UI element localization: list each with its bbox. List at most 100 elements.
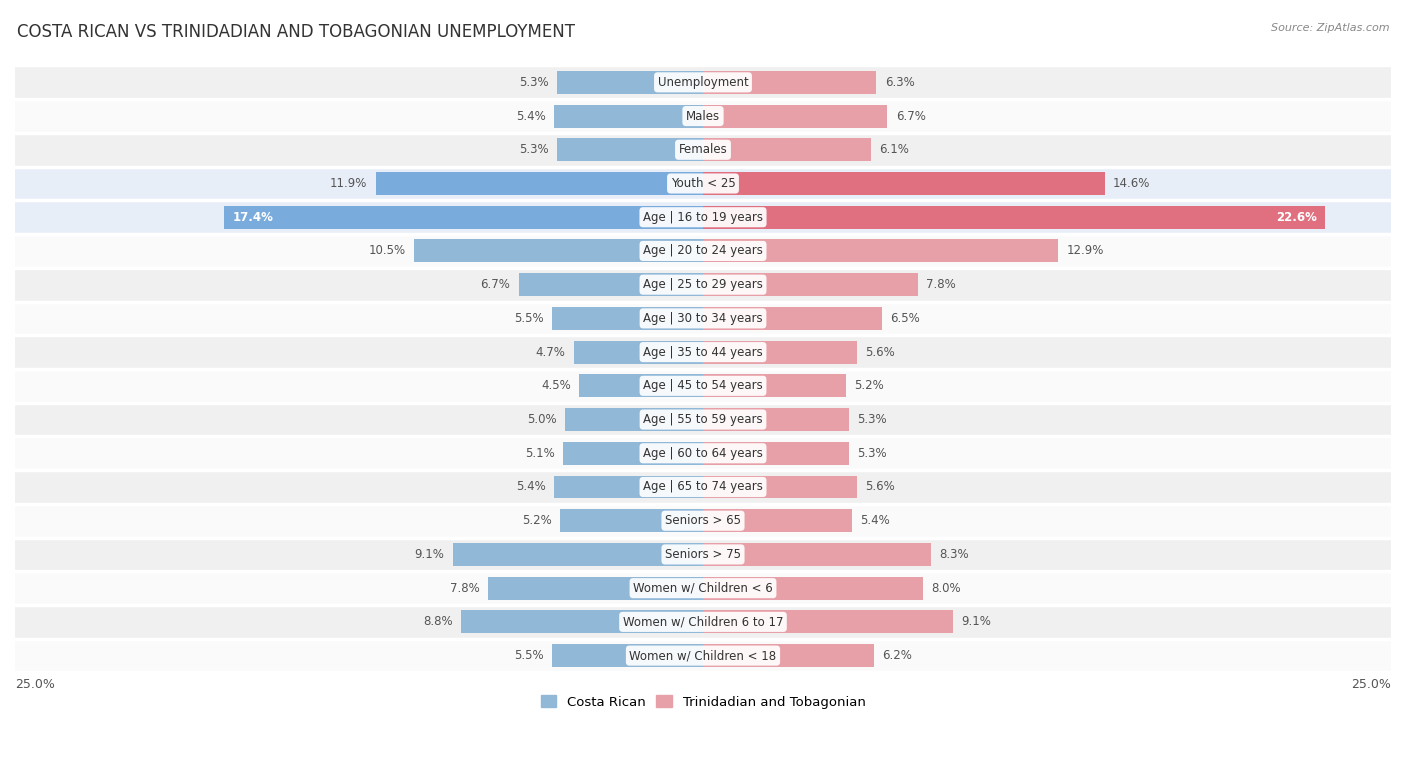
Text: Age | 30 to 34 years: Age | 30 to 34 years <box>643 312 763 325</box>
Text: 25.0%: 25.0% <box>1351 678 1391 690</box>
Text: Age | 16 to 19 years: Age | 16 to 19 years <box>643 210 763 224</box>
Text: 5.2%: 5.2% <box>522 514 551 527</box>
Text: 5.4%: 5.4% <box>516 481 546 494</box>
Bar <box>703 610 953 634</box>
Text: 6.3%: 6.3% <box>884 76 914 89</box>
Bar <box>15 369 1391 403</box>
Bar <box>15 301 1391 335</box>
Text: 6.1%: 6.1% <box>879 143 910 156</box>
Bar <box>15 537 1391 572</box>
Bar <box>703 206 1324 229</box>
Text: Women w/ Children 6 to 17: Women w/ Children 6 to 17 <box>623 615 783 628</box>
Bar <box>562 442 703 465</box>
Bar <box>15 65 1391 99</box>
Bar <box>579 375 703 397</box>
Bar <box>15 234 1391 268</box>
Text: 5.2%: 5.2% <box>855 379 884 392</box>
Bar <box>703 577 924 600</box>
Text: Age | 55 to 59 years: Age | 55 to 59 years <box>643 413 763 426</box>
Text: 5.6%: 5.6% <box>865 346 896 359</box>
Text: 5.1%: 5.1% <box>524 447 554 459</box>
Bar <box>551 307 703 330</box>
Text: 9.1%: 9.1% <box>962 615 991 628</box>
Text: Age | 20 to 24 years: Age | 20 to 24 years <box>643 245 763 257</box>
Text: 11.9%: 11.9% <box>330 177 367 190</box>
Bar <box>703 475 858 498</box>
Text: 5.3%: 5.3% <box>858 413 887 426</box>
Text: 12.9%: 12.9% <box>1066 245 1104 257</box>
Text: 14.6%: 14.6% <box>1114 177 1150 190</box>
Text: 9.1%: 9.1% <box>415 548 444 561</box>
Text: Women w/ Children < 18: Women w/ Children < 18 <box>630 649 776 662</box>
Text: Age | 60 to 64 years: Age | 60 to 64 years <box>643 447 763 459</box>
Bar <box>15 572 1391 605</box>
Bar <box>375 172 703 195</box>
Bar <box>703 172 1105 195</box>
Text: 6.7%: 6.7% <box>896 110 925 123</box>
Bar <box>15 335 1391 369</box>
Bar <box>703 104 887 127</box>
Text: 5.5%: 5.5% <box>513 312 543 325</box>
Bar <box>703 442 849 465</box>
Text: 7.8%: 7.8% <box>450 581 479 595</box>
Text: 5.3%: 5.3% <box>519 143 548 156</box>
Bar <box>453 543 703 566</box>
Text: 5.4%: 5.4% <box>516 110 546 123</box>
Text: 22.6%: 22.6% <box>1275 210 1316 224</box>
Bar <box>15 133 1391 167</box>
Text: 5.3%: 5.3% <box>858 447 887 459</box>
Bar <box>551 644 703 667</box>
Bar <box>703 408 849 431</box>
Bar <box>15 403 1391 436</box>
Bar <box>703 71 876 94</box>
Text: 6.2%: 6.2% <box>882 649 911 662</box>
Bar <box>703 273 918 296</box>
Text: Females: Females <box>679 143 727 156</box>
Text: 5.6%: 5.6% <box>865 481 896 494</box>
Text: 7.8%: 7.8% <box>927 278 956 291</box>
Bar <box>703 644 873 667</box>
Bar <box>703 139 870 161</box>
Text: 4.5%: 4.5% <box>541 379 571 392</box>
Bar <box>554 104 703 127</box>
Bar <box>488 577 703 600</box>
Bar <box>15 99 1391 133</box>
Text: 17.4%: 17.4% <box>232 210 273 224</box>
Bar <box>565 408 703 431</box>
Bar <box>15 639 1391 672</box>
Bar <box>703 341 858 363</box>
Bar <box>15 605 1391 639</box>
Legend: Costa Rican, Trinidadian and Tobagonian: Costa Rican, Trinidadian and Tobagonian <box>536 690 870 714</box>
Bar <box>703 239 1057 263</box>
Text: 10.5%: 10.5% <box>368 245 406 257</box>
Bar <box>15 470 1391 504</box>
Text: 25.0%: 25.0% <box>15 678 55 690</box>
Text: Source: ZipAtlas.com: Source: ZipAtlas.com <box>1271 23 1389 33</box>
Bar <box>461 610 703 634</box>
Text: 5.3%: 5.3% <box>519 76 548 89</box>
Bar <box>703 375 846 397</box>
Text: 6.5%: 6.5% <box>890 312 920 325</box>
Text: Youth < 25: Youth < 25 <box>671 177 735 190</box>
Bar <box>15 268 1391 301</box>
Bar <box>15 201 1391 234</box>
Text: 8.0%: 8.0% <box>931 581 962 595</box>
Bar <box>574 341 703 363</box>
Text: Age | 45 to 54 years: Age | 45 to 54 years <box>643 379 763 392</box>
Bar <box>703 543 931 566</box>
Text: 5.4%: 5.4% <box>860 514 890 527</box>
Text: 4.7%: 4.7% <box>536 346 565 359</box>
Bar <box>703 307 882 330</box>
Text: Age | 25 to 29 years: Age | 25 to 29 years <box>643 278 763 291</box>
Bar <box>15 504 1391 537</box>
Bar <box>560 509 703 532</box>
Bar <box>703 509 852 532</box>
Bar <box>224 206 703 229</box>
Text: Seniors > 75: Seniors > 75 <box>665 548 741 561</box>
Text: 5.5%: 5.5% <box>513 649 543 662</box>
Text: Seniors > 65: Seniors > 65 <box>665 514 741 527</box>
Bar <box>413 239 703 263</box>
Text: 6.7%: 6.7% <box>481 278 510 291</box>
Text: 8.8%: 8.8% <box>423 615 453 628</box>
Bar <box>557 139 703 161</box>
